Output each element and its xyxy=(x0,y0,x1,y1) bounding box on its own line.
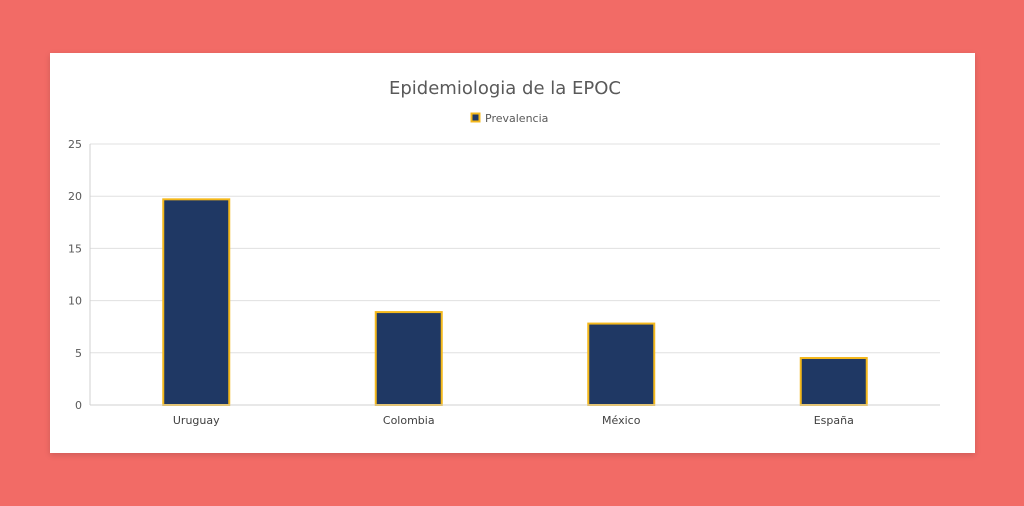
y-axis-ticks: 0 5 10 15 20 25 xyxy=(68,138,82,412)
bar-méxico xyxy=(587,322,656,406)
bar-uruguay xyxy=(162,198,231,406)
y-tick-label: 20 xyxy=(68,190,82,203)
y-tick-label: 15 xyxy=(68,242,82,255)
chart-title: Epidemiologia de la EPOC xyxy=(389,78,621,99)
x-tick-label: Uruguay xyxy=(173,414,220,427)
bar-colombia xyxy=(374,311,443,407)
y-tick-label: 0 xyxy=(75,399,82,412)
x-tick-label: México xyxy=(602,414,641,427)
legend-swatch xyxy=(470,112,481,123)
y-tick-label: 25 xyxy=(68,138,82,151)
bars xyxy=(162,198,868,407)
bar-españa xyxy=(799,357,868,406)
x-axis-labels: Uruguay Colombia México España xyxy=(173,414,854,427)
legend: Prevalencia xyxy=(470,112,548,125)
y-tick-label: 10 xyxy=(68,295,82,308)
legend-label: Prevalencia xyxy=(485,112,548,125)
gridlines xyxy=(90,143,940,354)
x-tick-label: Colombia xyxy=(383,414,435,427)
y-tick-label: 5 xyxy=(75,347,82,360)
x-tick-label: España xyxy=(814,414,854,427)
